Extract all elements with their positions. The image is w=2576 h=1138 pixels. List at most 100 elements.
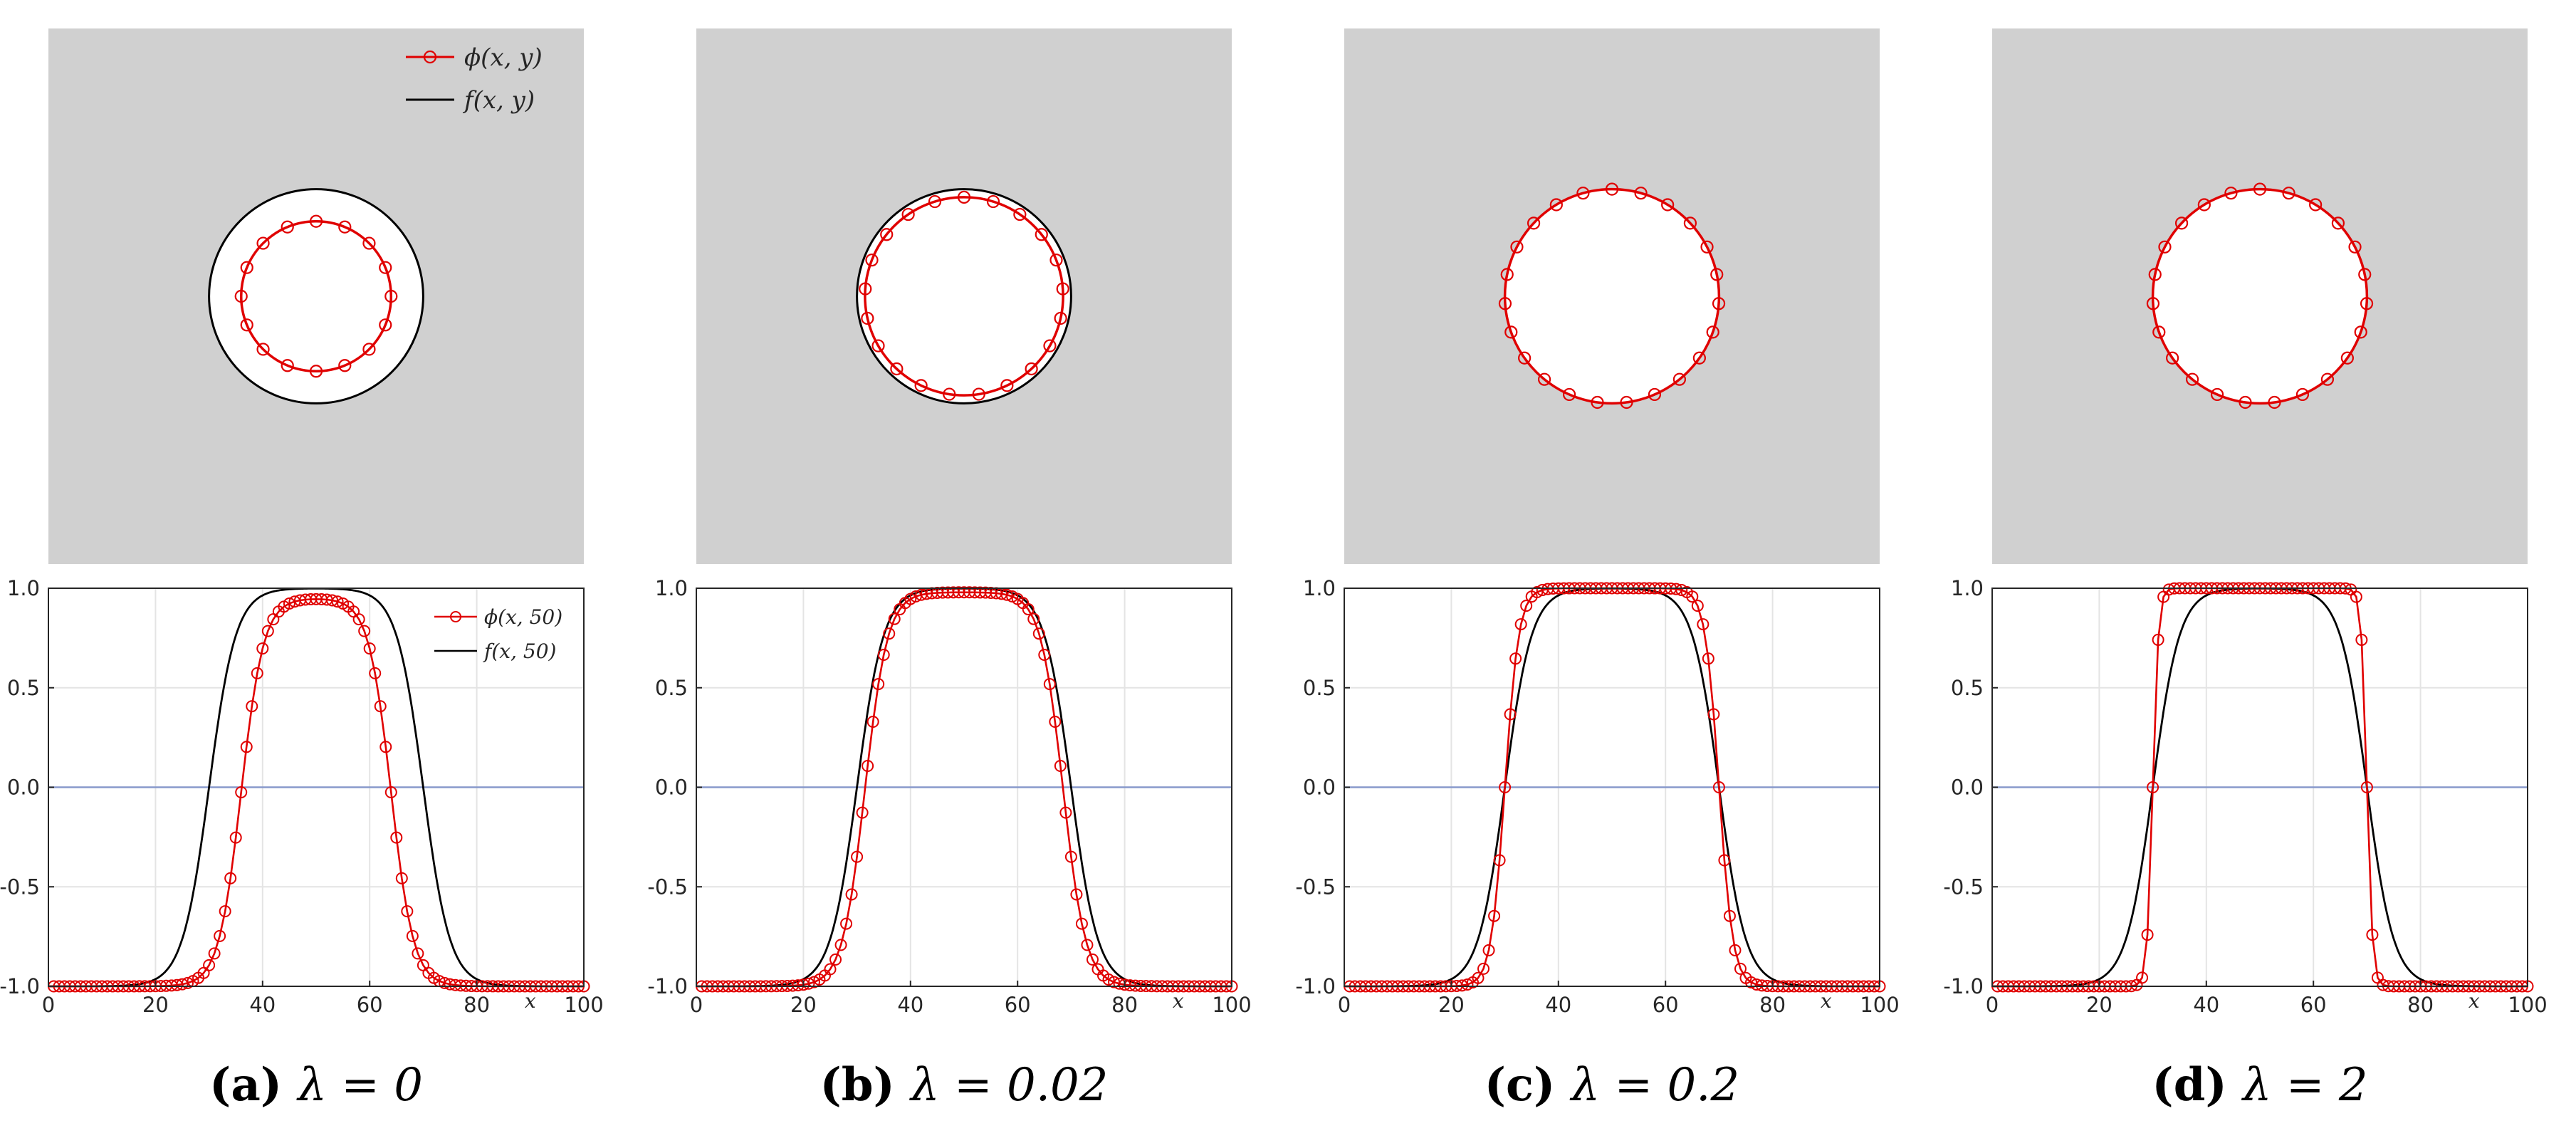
phi-series-marker xyxy=(331,595,344,608)
phi-contour-marker xyxy=(957,190,971,204)
phi-series-marker xyxy=(374,700,387,713)
phi-series-marker xyxy=(824,963,837,976)
interior-region xyxy=(857,189,1072,404)
phi-contour-marker xyxy=(1591,395,1604,409)
y-tick-label: 1.0 xyxy=(7,576,40,600)
phi-contour-marker xyxy=(309,365,323,378)
phi-series-marker xyxy=(214,929,226,942)
phi-contour-marker xyxy=(338,220,352,234)
phi-contour-marker xyxy=(379,261,392,274)
phi-series-marker xyxy=(877,649,890,662)
phi-series-marker xyxy=(851,850,864,863)
phi-contour-marker xyxy=(309,214,323,228)
contour-panel-c xyxy=(1344,28,1880,564)
phi-contour-marker xyxy=(1620,395,1633,409)
phi-contour-marker xyxy=(1661,198,1675,212)
phi-contour-marker xyxy=(1043,339,1057,353)
phi-contour-marker xyxy=(2185,372,2199,386)
phi-series-marker xyxy=(1723,909,1736,922)
interior-region xyxy=(1504,189,1719,404)
x-tick-label: 40 xyxy=(2193,993,2219,1017)
phi-series-marker xyxy=(1745,976,1758,989)
line-legend: ϕ(x, 50) f(x, 50) xyxy=(434,605,562,663)
phi-series-marker xyxy=(363,642,376,655)
x-tick-label: 60 xyxy=(1653,993,1679,1017)
phi-contour-marker xyxy=(1504,325,1518,339)
phi-series-marker xyxy=(888,612,901,625)
x-tick-label: 80 xyxy=(1111,993,1138,1017)
phi-series-marker xyxy=(1477,962,1490,975)
phi-contour-marker xyxy=(1500,268,1514,281)
x-tick-label: 40 xyxy=(249,993,276,1017)
y-tick-label: -0.5 xyxy=(1295,875,1336,899)
phi-series-marker xyxy=(1070,888,1083,901)
phi-contour-marker xyxy=(1562,387,1576,402)
phi-series-marker xyxy=(883,627,896,640)
phi-contour-marker xyxy=(384,289,398,303)
phi-series-marker xyxy=(251,667,263,679)
phi-series-marker xyxy=(2366,929,2379,941)
phi-contour-marker xyxy=(2148,268,2162,281)
legend-label-1: f(x, 50) xyxy=(483,640,556,663)
phi-contour-marker xyxy=(986,194,1000,209)
phi-contour-marker xyxy=(1710,268,1724,281)
phi-contour-marker xyxy=(1576,187,1590,200)
phi-series-marker xyxy=(1043,678,1056,691)
phi-series-marker xyxy=(1493,854,1506,867)
y-tick-label: 1.0 xyxy=(655,576,688,600)
phi-contour-marker xyxy=(1527,216,1541,230)
phi-contour-marker xyxy=(2348,240,2362,254)
x-tick-label: 60 xyxy=(357,993,383,1017)
phi-series-marker xyxy=(1054,760,1067,773)
phi-series-marker xyxy=(1086,953,1099,966)
x-tick-label: 40 xyxy=(1545,993,1571,1017)
phi-series-marker xyxy=(1504,708,1517,721)
phi-contour-line xyxy=(864,196,1064,397)
phi-series-marker xyxy=(1472,971,1485,984)
y-tick-label: 1.0 xyxy=(1303,576,1336,600)
phi-contour-marker xyxy=(2210,387,2224,402)
y-tick-label: -0.5 xyxy=(0,875,40,899)
phi-series-marker xyxy=(2136,971,2149,984)
phi-series-marker xyxy=(1000,588,1013,601)
x-axis-label: x xyxy=(525,989,536,1013)
caption-expr: λ = 0.2 xyxy=(1569,1059,1740,1112)
caption-b: (b) λ = 0.02 xyxy=(820,1058,1109,1112)
legend-label-0: ϕ(x, y) xyxy=(464,43,543,72)
phi-contour-marker xyxy=(1035,228,1048,241)
phi-series-marker xyxy=(326,594,339,607)
phi-contour-marker xyxy=(1510,240,1524,254)
phi-contour-marker xyxy=(2158,240,2172,254)
y-tick-label: -1.0 xyxy=(1943,974,1984,998)
legend-marker-0 xyxy=(423,50,437,64)
phi-contour-marker xyxy=(2360,297,2374,310)
x-tick-label: 20 xyxy=(790,993,817,1017)
phi-contour-marker xyxy=(2152,325,2166,339)
phi-series-marker xyxy=(1712,781,1725,793)
y-tick-label: -0.5 xyxy=(1943,875,1984,899)
phi-series-marker xyxy=(1032,627,1045,640)
phi-series-marker xyxy=(1691,600,1704,612)
phi-series-marker xyxy=(1075,917,1088,930)
phi-contour-marker xyxy=(1537,372,1551,386)
phi-series-marker xyxy=(829,953,842,966)
phi-contour-marker xyxy=(2239,395,2252,409)
x-tick-label: 20 xyxy=(142,993,169,1017)
phi-series-marker xyxy=(1675,584,1688,597)
phi-contour-marker xyxy=(861,311,874,325)
x-tick-label: 100 xyxy=(1860,993,1899,1017)
phi-series-marker xyxy=(219,905,231,918)
phi-contour-marker xyxy=(1498,297,1512,310)
interior-region xyxy=(2152,189,2367,404)
phi-contour-marker xyxy=(1518,351,1532,365)
phi-contour-marker xyxy=(256,236,270,250)
phi-contour-marker xyxy=(2268,395,2281,409)
phi-contour-marker xyxy=(1000,379,1014,392)
y-tick-label: 0.0 xyxy=(7,776,40,800)
phi-series-marker xyxy=(1734,962,1747,975)
phi-contour-marker xyxy=(2282,187,2295,200)
x-tick-label: 20 xyxy=(1438,993,1465,1017)
phi-contour-marker xyxy=(914,379,928,392)
phi-contour-marker xyxy=(2320,372,2335,386)
